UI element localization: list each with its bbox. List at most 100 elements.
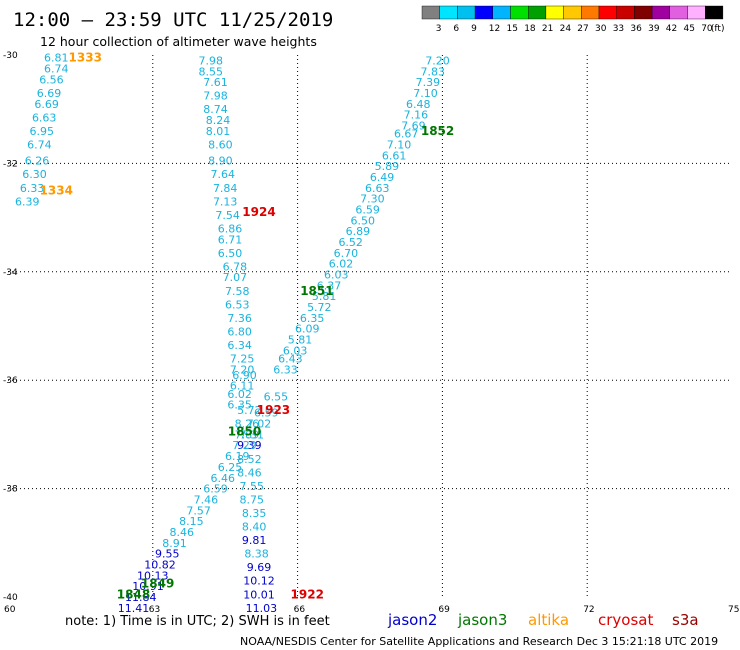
wave-height-point: 6.11 <box>230 380 255 393</box>
wave-height-point: 10.12 <box>243 575 275 588</box>
wave-height-point: 5.72 <box>237 404 262 417</box>
pass-time-label: 1850 <box>228 425 261 439</box>
wave-height-point: 5.89 <box>375 160 400 173</box>
wave-height-point: 6.50 <box>351 214 376 227</box>
y-tick-label: -36 <box>3 376 18 386</box>
wave-height-point: 7.31 <box>239 428 264 441</box>
satellite-legend: jason2 jason3 altika cryosat s3a <box>387 611 699 629</box>
grid-lines <box>8 55 732 597</box>
wave-height-point: 6.34 <box>227 339 252 352</box>
x-tick-label: 60 <box>4 605 16 615</box>
wave-height-point: 6.74 <box>27 138 52 151</box>
wave-height-point: 7.64 <box>211 168 236 181</box>
wave-height-point: 6.90 <box>232 369 257 382</box>
pass-time-label: 1334 <box>40 184 73 198</box>
colorbar-label: 45 <box>684 24 695 34</box>
chart-subtitle: 12 hour collection of altimeter wave hei… <box>40 34 317 49</box>
wave-height-point: 6.37 <box>317 279 342 292</box>
wave-height-point: 6.26 <box>25 155 50 168</box>
colorbar-swatch <box>634 5 653 20</box>
wave-height-point: 9.55 <box>155 548 180 561</box>
wave-height-point: 6.59 <box>254 407 279 420</box>
colorbar-label: 12 <box>489 24 500 34</box>
pass-time-label: 1852 <box>421 124 454 138</box>
wave-height-point: 7.83 <box>420 65 445 78</box>
credit-line: NOAA/NESDIS Center for Satellite Applica… <box>240 635 718 648</box>
wave-height-point: 6.02 <box>329 258 354 271</box>
wave-height-point: 7.58 <box>225 285 250 298</box>
colorbar-label: 15 <box>507 24 518 34</box>
satellite-legend-jason3: jason3 <box>457 611 507 629</box>
wave-height-point: 6.55 <box>264 390 289 403</box>
satellite-legend-jason2: jason2 <box>387 611 437 629</box>
wave-height-point: 7.89 <box>235 428 260 441</box>
wave-height-point: 8.55 <box>198 65 223 78</box>
satellite-legend-s3a: s3a <box>672 611 699 629</box>
colorbar-label: 42 <box>666 24 677 34</box>
wave-height-point: 10.91 <box>132 580 164 593</box>
wave-height-point: 7.46 <box>194 493 219 506</box>
wave-height-point: 5.81 <box>312 290 337 303</box>
wave-height-point: 6.49 <box>370 171 395 184</box>
wave-height-point: 7.39 <box>416 76 441 89</box>
y-tick-label: -40 <box>3 593 18 603</box>
colorbar-swatch <box>563 5 582 20</box>
x-tick-label: 75 <box>728 605 739 615</box>
wave-height-point: 6.67 <box>394 128 419 141</box>
wave-height-point: 11.41 <box>118 602 150 615</box>
wave-height-point: 7.25 <box>230 353 255 366</box>
wave-height-point: 6.81 <box>44 52 69 65</box>
wave-height-point: 6.80 <box>227 325 252 338</box>
wave-height-point: 8.40 <box>242 521 267 534</box>
wave-height-point: 11.84 <box>125 591 157 604</box>
wave-height-point: 7.69 <box>401 119 426 132</box>
wave-height-point: 10.82 <box>144 558 176 571</box>
wave-height-point: 6.59 <box>355 203 380 216</box>
wave-height-point: 8.46 <box>237 466 262 479</box>
satellite-legend-cryosat: cryosat <box>598 611 653 629</box>
wave-height-point: 6.09 <box>295 323 320 336</box>
wave-height-point: 7.20 <box>230 363 255 376</box>
wave-height-point: 6.46 <box>211 472 236 485</box>
wave-height-point: 6.69 <box>34 98 59 111</box>
wave-height-point: 7.57 <box>186 504 211 517</box>
y-tick-label: -30 <box>3 51 18 61</box>
wave-height-point: 8.52 <box>237 453 262 466</box>
pass-time-label: 1923 <box>257 403 290 417</box>
wave-height-point: 6.69 <box>37 87 62 100</box>
wave-height-point: 6.59 <box>203 483 228 496</box>
colorbar-swatch <box>492 5 511 20</box>
wave-height-point: 10.13 <box>137 569 169 582</box>
colorbar-swatch <box>598 5 617 20</box>
wave-height-point: 5.72 <box>307 301 332 314</box>
wave-height-observations: 6.816.746.566.696.696.636.956.746.266.30… <box>15 52 450 615</box>
x-tick-label: 66 <box>294 605 306 615</box>
wave-height-point: 6.50 <box>218 247 243 260</box>
colorbar-swatch <box>616 5 635 20</box>
wave-height-point: 6.71 <box>218 233 243 246</box>
wave-height-point: 6.74 <box>44 63 69 76</box>
wave-height-point: 7.55 <box>239 480 264 493</box>
colorbar-swatch <box>545 5 564 20</box>
wave-height-point: 6.39 <box>15 195 40 208</box>
colorbar-label: 33 <box>613 24 624 34</box>
colorbar-label: 39 <box>648 24 660 34</box>
wave-height-point: 6.89 <box>346 225 371 238</box>
pass-time-label: 1849 <box>141 576 174 590</box>
colorbar-label: 9 <box>471 24 477 34</box>
wave-height-point: 8.24 <box>206 114 231 127</box>
chart-title: 12:00 – 23:59 UTC 11/25/2019 <box>13 9 333 31</box>
wave-height-point: 6.33 <box>20 182 45 195</box>
color-scale-legend: 3 6 9 12 15 18 21 24 27 30 33 36 39 42 45 70(ft) <box>421 5 724 34</box>
colorbar-swatch <box>421 5 440 20</box>
axis-tick-labels: -30 -32 -34 -36 -38 -40 60 63 66 69 72 75 <box>3 51 739 615</box>
wave-height-point: 8.38 <box>244 548 269 561</box>
colorbar-swatch <box>457 5 476 20</box>
wave-height-point: 11.03 <box>246 602 278 615</box>
x-tick-label: 72 <box>583 605 594 615</box>
wave-height-point: 8.15 <box>179 515 204 528</box>
colorbar-swatch <box>510 5 529 20</box>
wave-height-point: 6.63 <box>32 111 57 124</box>
